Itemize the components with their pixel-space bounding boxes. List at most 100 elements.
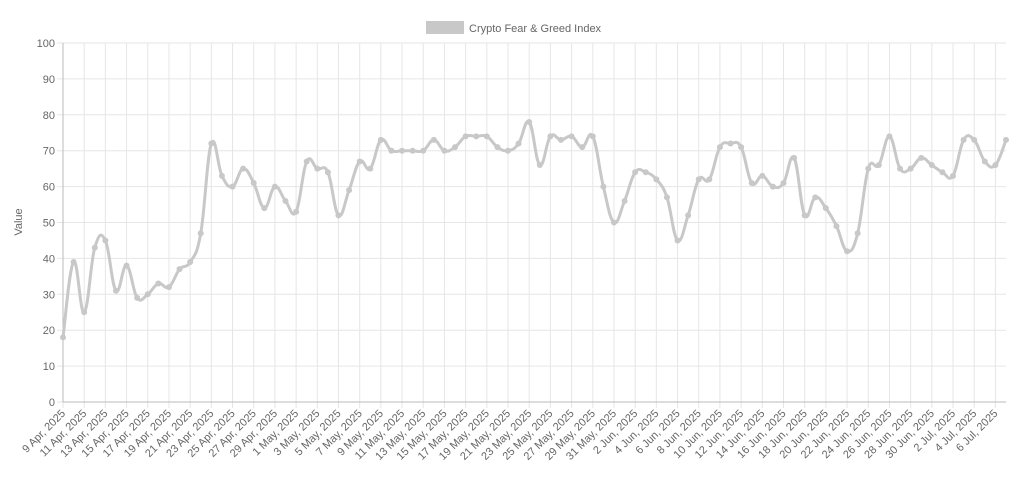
y-tick-label: 100 (37, 38, 55, 50)
point (907, 165, 914, 172)
point (632, 169, 639, 176)
point (674, 237, 681, 244)
point (526, 118, 533, 125)
point (801, 212, 808, 219)
y-tick-label: 70 (43, 146, 55, 158)
point (748, 180, 755, 187)
point (515, 140, 522, 147)
point (165, 284, 172, 291)
point (854, 230, 861, 237)
point (536, 162, 543, 169)
point (780, 180, 787, 187)
point (144, 291, 151, 298)
point (600, 183, 607, 190)
point (875, 162, 882, 169)
point (716, 144, 723, 151)
point (473, 133, 480, 140)
point (844, 248, 851, 255)
point (293, 208, 300, 215)
point (918, 154, 925, 161)
point (271, 183, 278, 190)
point (886, 133, 893, 140)
point (960, 136, 967, 143)
point (579, 144, 586, 151)
point (822, 205, 829, 212)
point (112, 287, 119, 294)
point (441, 147, 448, 154)
point (483, 133, 490, 140)
y-tick-label: 90 (43, 74, 55, 86)
y-tick-label: 0 (49, 397, 55, 409)
point (759, 172, 766, 179)
point (589, 133, 596, 140)
point (928, 162, 935, 169)
point (610, 219, 617, 226)
point (494, 144, 501, 151)
legend-swatch (426, 21, 464, 34)
y-tick-label: 30 (43, 289, 55, 301)
point (695, 176, 702, 183)
y-tick-label: 20 (43, 325, 55, 337)
point (187, 258, 194, 265)
point (1003, 136, 1009, 143)
point (430, 136, 437, 143)
point (70, 258, 77, 265)
point (769, 183, 776, 190)
point (240, 165, 247, 172)
point (642, 169, 649, 176)
point (812, 194, 819, 201)
point (399, 147, 406, 154)
point (60, 334, 66, 341)
point (685, 212, 692, 219)
line (61, 119, 1008, 338)
y-tick-label: 80 (43, 110, 55, 122)
point (706, 176, 713, 183)
point (981, 158, 988, 165)
y-axis-title: Value (13, 208, 25, 235)
point (377, 136, 384, 143)
y-tick-label: 10 (43, 361, 55, 373)
point (557, 136, 564, 143)
legend-item: Crypto Fear & Greed Index (426, 21, 602, 35)
point (939, 169, 946, 176)
point (229, 183, 236, 190)
point (992, 162, 999, 169)
point (547, 133, 554, 140)
point (324, 169, 331, 176)
point (356, 158, 363, 165)
point (409, 147, 416, 154)
point (176, 266, 183, 273)
y-tick-label: 60 (43, 182, 55, 194)
point (282, 197, 289, 204)
point (314, 165, 321, 172)
point (134, 294, 141, 301)
point (250, 180, 257, 187)
point (123, 262, 130, 269)
point (462, 133, 469, 140)
point (621, 197, 628, 204)
point (81, 309, 88, 316)
point (833, 223, 840, 230)
point (865, 165, 872, 172)
point (218, 172, 225, 179)
y-tick-label: 50 (43, 218, 55, 230)
point (102, 237, 109, 244)
point (388, 147, 395, 154)
point (950, 172, 957, 179)
point (261, 205, 268, 212)
point (197, 230, 204, 237)
point (653, 176, 660, 183)
point (155, 280, 162, 287)
point (303, 158, 310, 165)
point (91, 244, 98, 251)
point (568, 133, 575, 140)
point (971, 136, 978, 143)
point (727, 140, 734, 147)
legend-label: Crypto Fear & Greed Index (469, 23, 602, 35)
point (897, 165, 904, 172)
point (505, 147, 512, 154)
point (738, 144, 745, 151)
point (335, 212, 342, 219)
point (791, 154, 798, 161)
